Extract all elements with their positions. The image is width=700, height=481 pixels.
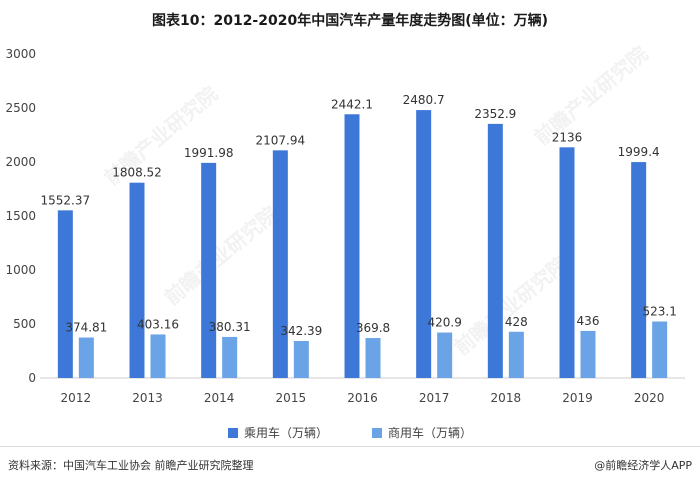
data-label-commercial: 374.81 — [65, 321, 107, 335]
data-label-commercial: 342.39 — [280, 324, 322, 338]
bar-commercial — [150, 334, 166, 378]
data-label-passenger: 2107.94 — [256, 133, 306, 147]
data-label-commercial: 403.16 — [137, 317, 179, 331]
x-tick-label: 2012 — [61, 391, 92, 405]
data-label-passenger: 2352.9 — [474, 107, 516, 121]
y-tick-label: 2000 — [5, 155, 36, 169]
data-label-passenger: 2480.7 — [403, 93, 445, 107]
data-label-commercial: 420.9 — [427, 316, 461, 330]
legend-swatch-commercial — [372, 427, 382, 438]
bar-passenger — [416, 110, 432, 378]
bar-commercial — [580, 330, 596, 378]
bar-commercial — [78, 337, 94, 378]
data-label-commercial: 523.1 — [642, 305, 676, 319]
y-tick-label: 1000 — [5, 263, 36, 277]
source-note: 资料来源：中国汽车工业协会 前瞻产业研究院整理 — [8, 459, 254, 472]
data-label-commercial: 380.31 — [209, 320, 251, 334]
x-tick-label: 2020 — [634, 391, 665, 405]
bar-commercial — [437, 332, 453, 378]
y-tick-label: 3000 — [5, 47, 36, 61]
bar-commercial — [652, 321, 668, 378]
bar-passenger — [487, 123, 503, 378]
bar-passenger — [57, 210, 73, 378]
x-tick-label: 2016 — [347, 391, 378, 405]
legend-item-commercial: 商用车（万辆） — [372, 424, 472, 441]
bar-passenger — [344, 114, 360, 378]
x-tick-label: 2018 — [491, 391, 522, 405]
bar-passenger — [129, 182, 145, 378]
bar-passenger — [201, 162, 217, 378]
legend-label-commercial: 商用车（万辆） — [388, 426, 473, 440]
bar-commercial — [293, 341, 309, 378]
legend-label-passenger: 乘用车（万辆） — [243, 426, 328, 440]
y-tick-label: 2500 — [5, 101, 36, 115]
data-label-commercial: 436 — [577, 314, 600, 328]
x-tick-label: 2014 — [204, 391, 235, 405]
x-tick-label: 2015 — [276, 391, 307, 405]
x-tick-label: 2013 — [132, 391, 163, 405]
bar-passenger — [631, 162, 647, 378]
legend-item-passenger: 乘用车（万辆） — [227, 424, 328, 441]
y-tick-label: 0 — [28, 371, 36, 385]
y-tick-label: 1500 — [5, 209, 36, 223]
data-label-passenger: 1552.37 — [41, 193, 91, 207]
data-label-passenger: 1991.98 — [184, 146, 234, 160]
bar-passenger — [272, 150, 288, 378]
footer-divider — [0, 446, 700, 447]
data-label-passenger: 2442.1 — [331, 97, 373, 111]
chart-title: 图表10：2012-2020年中国汽车产量年度走势图(单位：万辆) — [151, 13, 549, 29]
data-label-passenger: 1808.52 — [112, 166, 162, 180]
bar-chart: 0 500 1000 1500 2000 2500 3000 1552.37 374.81 201… — [5, 47, 685, 405]
legend: 乘用车（万辆） 商用车（万辆） — [0, 424, 700, 441]
bar-commercial — [222, 336, 238, 378]
x-tick-label: 2019 — [562, 391, 593, 405]
brand-credit: @前瞻经济学人APP — [594, 459, 692, 472]
x-tick-label: 2017 — [419, 391, 450, 405]
data-label-passenger: 2136 — [552, 130, 583, 144]
legend-swatch-passenger — [227, 427, 238, 438]
data-label-commercial: 428 — [505, 315, 528, 329]
y-tick-label: 500 — [13, 317, 36, 331]
data-label-commercial: 369.8 — [356, 321, 390, 335]
bar-passenger — [559, 147, 575, 378]
bar-commercial — [365, 338, 381, 378]
data-label-passenger: 1999.4 — [618, 145, 660, 159]
bar-commercial — [508, 331, 524, 378]
